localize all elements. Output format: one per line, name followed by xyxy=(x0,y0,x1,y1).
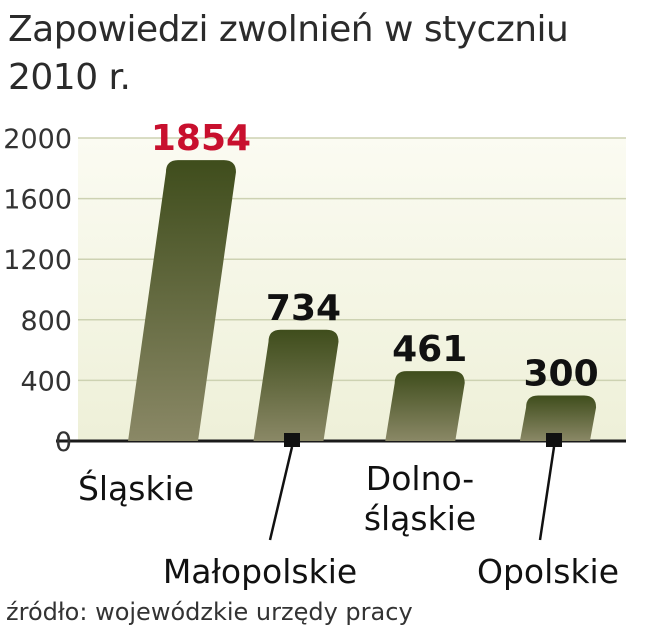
category-label: Małopolskie xyxy=(163,552,357,591)
bar-2 xyxy=(253,329,339,441)
category-label: Dolno- xyxy=(366,459,474,498)
bar-chart: 0 400 800 1200 1600 2000 1854 734 461 300 Śląski… xyxy=(3,118,626,591)
bar-value-label: 734 xyxy=(266,288,341,329)
category-label: Śląskie xyxy=(78,468,194,508)
chart-title: Zapowiedzi zwolnień w styczniu 2010 r. xyxy=(8,9,569,98)
bar-4 xyxy=(519,395,597,441)
y-tick-label: 0 xyxy=(55,427,72,458)
leader-line xyxy=(268,446,294,541)
bar-value-label: 300 xyxy=(523,354,598,395)
bar-value-label: 1854 xyxy=(151,118,251,159)
y-tick-label: 400 xyxy=(20,366,72,397)
leader-line xyxy=(538,446,556,541)
y-axis-ticks: 0 400 800 1200 1600 2000 xyxy=(3,124,72,458)
category-label: śląskie xyxy=(364,499,476,538)
bar-value-labels: 1854 734 461 300 xyxy=(151,118,599,394)
leader-marker xyxy=(284,433,300,447)
y-tick-label: 1600 xyxy=(3,185,72,216)
y-tick-label: 2000 xyxy=(3,124,72,155)
y-tick-label: 1200 xyxy=(3,245,72,276)
category-label: Opolskie xyxy=(477,552,619,591)
bar-value-label: 461 xyxy=(392,329,467,370)
bar-3 xyxy=(385,371,465,441)
source-note: źródło: wojewódzkie urzędy pracy xyxy=(6,598,413,626)
leader-marker xyxy=(546,433,562,447)
y-tick-label: 800 xyxy=(20,306,72,337)
bar-1 xyxy=(128,160,236,441)
bars xyxy=(128,160,597,441)
